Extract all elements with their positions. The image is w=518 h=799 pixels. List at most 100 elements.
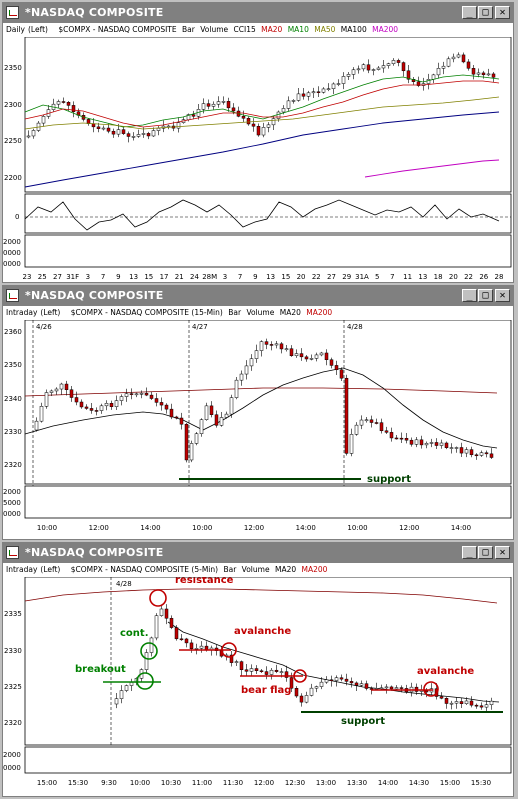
down-candle: [339, 677, 344, 680]
down-candle: [179, 638, 184, 641]
x-tick: 14:00: [140, 524, 160, 532]
minimize-button[interactable]: _: [462, 546, 477, 559]
up-candle: [346, 74, 351, 77]
x-tick: 7: [390, 273, 394, 281]
window-title: *NASDAQ COMPOSITE: [25, 289, 164, 302]
breakout-circle: [136, 672, 154, 690]
vol-tick: 2000: [3, 751, 21, 759]
down-candle: [191, 114, 196, 117]
down-candle: [364, 683, 369, 689]
down-candle: [374, 422, 379, 424]
daily-chart-plot[interactable]: 2350 2300 2250 2200 0 2000 0000 0000 23 2…: [3, 37, 513, 283]
down-candle: [106, 127, 111, 132]
down-candle: [399, 687, 404, 689]
scale-label: (Left): [40, 565, 61, 574]
daily-chart-window[interactable]: *NASDAQ COMPOSITE _ □ ✕ Daily (Left) $COM…: [2, 2, 514, 283]
down-candle: [394, 437, 399, 440]
up-candle: [311, 91, 316, 94]
intraday-15min-window[interactable]: *NASDAQ COMPOSITE _ □ ✕ Intraday (Left) $…: [2, 285, 514, 540]
x-tick: 22: [464, 273, 473, 281]
down-candle: [149, 394, 154, 399]
close-button[interactable]: ✕: [495, 6, 510, 19]
close-button[interactable]: ✕: [495, 546, 510, 559]
intraday-5min-plot[interactable]: 4/28 2335 2330 2325 2320 resistance cont…: [3, 577, 513, 797]
up-candle: [259, 341, 264, 351]
down-candle: [389, 432, 394, 439]
down-candle: [484, 452, 489, 455]
down-candle: [289, 677, 294, 689]
down-candle: [316, 91, 321, 93]
up-candle: [101, 127, 106, 130]
vol-tick: 2000: [3, 488, 21, 496]
up-candle: [446, 58, 451, 67]
down-candle: [396, 60, 401, 63]
up-candle: [149, 637, 154, 653]
down-candle: [279, 343, 284, 350]
maximize-button[interactable]: □: [478, 546, 493, 559]
up-candle: [151, 130, 156, 137]
up-candle: [31, 130, 36, 137]
up-candle: [144, 652, 149, 670]
down-candle: [71, 105, 76, 113]
down-candle: [174, 627, 179, 640]
x-tick: 28: [495, 273, 504, 281]
up-candle: [376, 67, 381, 70]
up-candle: [334, 677, 339, 681]
up-candle: [306, 92, 311, 97]
period-label: Daily: [6, 25, 25, 34]
x-tick: 25: [38, 273, 47, 281]
ma50-label: MA50: [314, 25, 336, 34]
x-tick: 9:30: [101, 779, 117, 787]
up-candle: [274, 343, 279, 346]
intraday-5min-window[interactable]: *NASDAQ COMPOSITE _ □ ✕ Intraday (Left) $…: [2, 542, 514, 797]
vol-tick: 0000: [3, 260, 21, 268]
up-candle: [441, 65, 446, 69]
down-candle: [269, 344, 274, 346]
x-tick: 26: [479, 273, 488, 281]
chart-info-bar: Intraday (Left) $COMPX - NASDAQ COMPOSITE…: [3, 306, 513, 320]
x-tick: 3: [223, 273, 227, 281]
up-candle: [219, 417, 224, 426]
title-bar[interactable]: *NASDAQ COMPOSITE _ □ ✕: [3, 286, 513, 306]
up-candle: [449, 447, 454, 449]
up-candle: [379, 687, 384, 690]
down-candle: [354, 682, 359, 686]
up-candle: [394, 687, 399, 690]
x-tick: 21: [175, 273, 184, 281]
up-candle: [304, 695, 309, 703]
up-candle: [286, 100, 291, 109]
down-candle: [159, 402, 164, 406]
down-candle: [246, 118, 251, 125]
x-tick: 12:00: [399, 524, 419, 532]
up-candle: [424, 443, 429, 446]
chart-info-bar: Daily (Left) $COMPX - NASDAQ COMPOSITE Ba…: [3, 23, 513, 37]
volume-y-axis: 2000 0000 0000: [3, 238, 21, 268]
vol-tick: 5000: [3, 499, 21, 507]
up-candle: [464, 700, 469, 704]
x-tick: 20: [449, 273, 458, 281]
up-candle: [386, 63, 391, 66]
title-bar[interactable]: *NASDAQ COMPOSITE _ □ ✕: [3, 3, 513, 23]
down-candle: [244, 669, 249, 672]
maximize-button[interactable]: □: [478, 289, 493, 302]
down-candle: [434, 442, 439, 446]
down-candle: [299, 695, 304, 703]
ma20-label: MA20: [279, 308, 301, 317]
intraday-15min-plot[interactable]: 4/26 4/27 4/28 2360 2350 2340 2330 2320 …: [3, 320, 513, 540]
day-label: 4/28: [116, 580, 132, 588]
minimize-button[interactable]: _: [462, 289, 477, 302]
close-button[interactable]: ✕: [495, 289, 510, 302]
up-candle: [384, 686, 389, 689]
down-candle: [169, 408, 174, 418]
minimize-button[interactable]: _: [462, 6, 477, 19]
day-label: 4/28: [347, 323, 363, 331]
x-tick: 13:30: [347, 779, 367, 787]
x-tick: 28M: [202, 273, 217, 281]
period-label: Intraday: [6, 308, 38, 317]
intraday-5min-x-axis: 15:00 15:30 9:30 10:00 10:30 11:00 11:30 12:00 1…: [37, 779, 491, 787]
up-candle: [124, 393, 129, 397]
title-bar[interactable]: *NASDAQ COMPOSITE _ □ ✕: [3, 543, 513, 563]
maximize-button[interactable]: □: [478, 6, 493, 19]
ma200-label: MA200: [306, 308, 333, 317]
x-tick: 15: [144, 273, 153, 281]
